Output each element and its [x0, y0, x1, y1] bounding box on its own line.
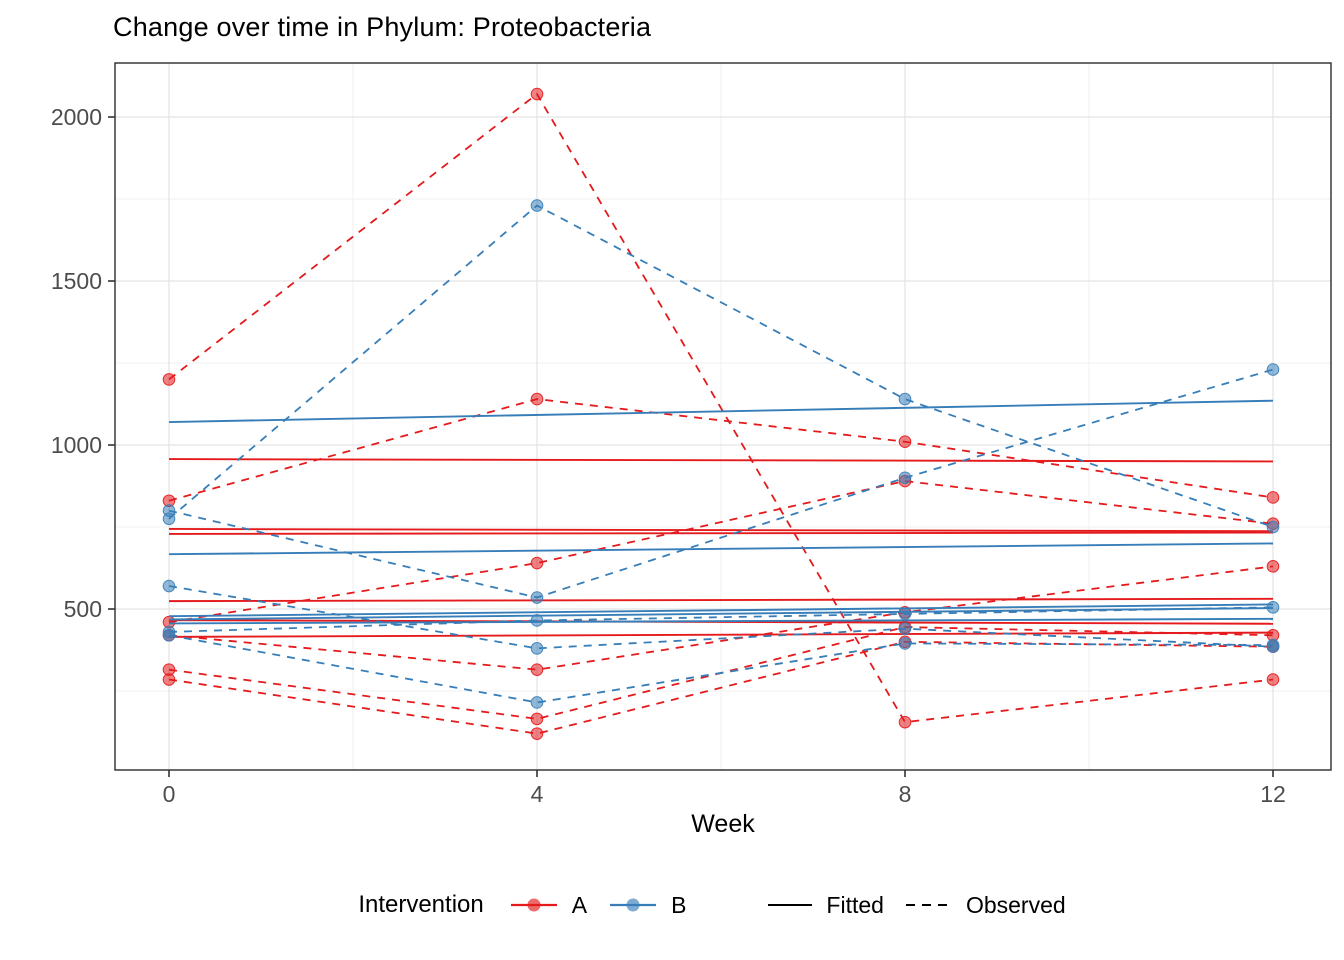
fitted-line-key-icon [768, 904, 813, 906]
panel-background [115, 63, 1331, 770]
fitted-line-A3 [168, 531, 1274, 535]
observed-line-A4 [168, 565, 1274, 671]
x-tick-label: 8 [899, 781, 912, 807]
fitted-line-A2 [168, 528, 1274, 533]
point-B5-w4 [530, 696, 544, 709]
legend-label-observed: Observed [965, 891, 1066, 918]
observed-line-A1 [168, 92, 1274, 724]
panel-border [114, 62, 1332, 771]
group-b-key-icon [610, 898, 657, 912]
point-A5-w4 [530, 712, 544, 726]
observed-line-B1 [168, 204, 1274, 528]
y-tick-label: 1000 [51, 432, 102, 458]
point-B4-w4 [530, 614, 544, 627]
point-B1-w12 [1266, 520, 1280, 534]
group-a-key-icon [510, 898, 557, 912]
fitted-line-A6 [168, 631, 1274, 638]
point-A2-w4 [530, 392, 544, 406]
chart-title: Change over time in Phylum: Proteobacter… [113, 12, 652, 42]
legend-label-fitted: Fitted [826, 891, 884, 918]
fitted-line-B1 [168, 399, 1274, 423]
point-B5-w8 [898, 637, 912, 650]
point-B2-w4 [530, 591, 544, 604]
fitted-line-A1 [168, 458, 1274, 463]
point-B2-w12 [1266, 363, 1280, 376]
fitted-line-B3 [168, 603, 1274, 618]
point-A1-w4 [530, 87, 544, 101]
point-A6-w0 [162, 673, 176, 686]
y-tick-label: 1500 [51, 268, 102, 294]
point-B3-w4 [530, 642, 544, 655]
point-A3-w4 [530, 556, 544, 570]
legend-item-group-a: A [508, 892, 587, 919]
observed-line-B4 [168, 606, 1274, 633]
point-B5-w0 [162, 628, 176, 642]
x-axis-label: Week [691, 810, 755, 838]
point-B5-w12 [1266, 638, 1280, 652]
observed-line-key-icon [905, 904, 952, 906]
point-B1-w4 [530, 199, 544, 212]
legend-label-b: B [671, 891, 687, 918]
point-A4-w4 [530, 663, 544, 676]
legend-label-a: A [571, 891, 588, 918]
legend-item-observed: Observed [904, 892, 1066, 919]
point-B4-w8 [898, 607, 912, 621]
observed-line-A3 [168, 480, 1274, 624]
legend-title: Intervention [358, 891, 484, 918]
fitted-line-B5 [168, 617, 1274, 625]
point-A4-w12 [1266, 560, 1280, 573]
point-A6-w4 [530, 727, 544, 740]
point-B3-w0 [162, 579, 176, 593]
observed-line-B5 [168, 634, 1274, 704]
x-tick-label: 12 [1260, 781, 1286, 807]
point-B2-w8 [898, 471, 912, 485]
observed-line-B2 [168, 368, 1274, 599]
point-A2-w8 [898, 435, 912, 449]
point-A1-w0 [162, 373, 176, 386]
point-B4-w12 [1266, 601, 1280, 614]
fitted-line-B2 [168, 542, 1274, 556]
point-B1-w8 [898, 392, 912, 406]
legend: Intervention A B Fitted [0, 891, 1344, 919]
x-tick-label: 0 [163, 781, 176, 807]
fitted-line-A4 [168, 597, 1274, 603]
x-tick-label: 4 [531, 781, 544, 807]
y-tick-label: 500 [64, 596, 102, 622]
point-A1-w12 [1266, 673, 1280, 686]
point-A2-w12 [1266, 491, 1280, 504]
point-A1-w8 [898, 715, 912, 729]
y-tick-label: 2000 [51, 104, 102, 130]
point-B2-w0 [162, 504, 176, 517]
legend-item-fitted: Fitted [766, 892, 884, 919]
point-B3-w8 [898, 622, 912, 635]
legend-item-group-b: B [607, 892, 686, 919]
